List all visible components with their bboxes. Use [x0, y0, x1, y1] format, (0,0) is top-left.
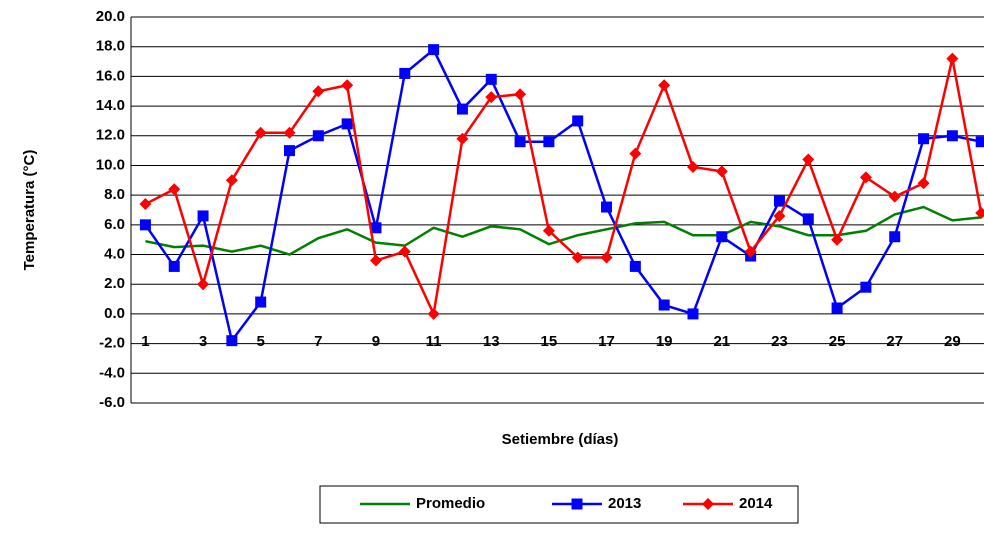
x-tick-label: 1 — [141, 333, 149, 350]
legend-marker — [571, 498, 583, 510]
x-axis-title: Setiembre (días) — [502, 431, 619, 448]
x-tick-label: 11 — [426, 333, 442, 350]
y-tick-label: 4.0 — [104, 246, 125, 263]
marker — [946, 130, 958, 142]
marker — [715, 165, 728, 178]
marker — [658, 79, 671, 92]
y-tick-label: -6.0 — [99, 394, 125, 411]
y-tick-label: 12.0 — [96, 127, 125, 144]
marker — [399, 67, 411, 79]
y-axis-title: Temperatura (°C) — [21, 150, 38, 271]
y-tick-label: 18.0 — [96, 38, 125, 55]
marker — [859, 171, 872, 184]
marker — [917, 177, 930, 190]
marker — [398, 245, 411, 258]
marker — [802, 213, 814, 225]
marker — [456, 103, 468, 115]
y-tick-label: 6.0 — [104, 216, 125, 233]
marker — [139, 198, 152, 211]
x-tick-label: 21 — [713, 333, 730, 350]
x-tick-label: 13 — [483, 333, 500, 350]
x-tick-label: 23 — [771, 333, 788, 350]
marker — [918, 133, 930, 145]
marker — [428, 44, 440, 56]
marker — [888, 190, 901, 203]
y-tick-label: 20.0 — [96, 8, 125, 25]
marker — [341, 79, 354, 92]
marker — [427, 307, 440, 320]
marker — [485, 91, 498, 104]
x-tick-label: 9 — [372, 333, 380, 350]
x-tick-label: 19 — [656, 333, 673, 350]
marker — [542, 224, 555, 237]
y-tick-label: 2.0 — [104, 275, 125, 292]
marker — [543, 136, 555, 148]
y-tick-label: 8.0 — [104, 186, 125, 203]
marker — [197, 278, 210, 291]
y-tick-label: 16.0 — [96, 67, 125, 84]
marker — [687, 308, 699, 320]
x-tick-label: 17 — [598, 333, 615, 350]
y-tick-label: -4.0 — [99, 364, 125, 381]
marker — [168, 260, 180, 272]
x-tick-label: 7 — [314, 333, 322, 350]
y-tick-label: 0.0 — [104, 305, 125, 322]
marker — [686, 160, 699, 173]
x-tick-label: 15 — [541, 333, 558, 350]
marker — [773, 209, 786, 222]
legend-marker — [702, 498, 714, 510]
marker — [283, 126, 296, 139]
marker — [572, 115, 584, 127]
legend-label: 2013 — [608, 495, 641, 512]
marker — [197, 210, 209, 222]
marker — [773, 195, 785, 207]
marker — [860, 281, 872, 293]
y-tick-label: -2.0 — [99, 335, 125, 352]
x-tick-label: 3 — [199, 333, 207, 350]
marker — [514, 88, 527, 101]
marker — [370, 222, 382, 234]
marker — [254, 126, 267, 139]
marker — [831, 233, 844, 246]
series-line — [144, 58, 983, 319]
marker — [139, 219, 151, 231]
marker — [831, 302, 843, 314]
marker — [225, 174, 238, 187]
marker — [802, 153, 815, 166]
marker — [226, 335, 238, 347]
marker — [341, 118, 353, 130]
marker — [889, 231, 901, 243]
legend-label: 2014 — [739, 495, 773, 512]
marker — [312, 130, 324, 142]
marker — [975, 206, 984, 219]
marker — [255, 296, 267, 308]
x-tick-label: 5 — [257, 333, 265, 350]
series-line — [145, 205, 982, 256]
marker — [975, 136, 984, 148]
marker — [369, 254, 382, 267]
marker — [456, 132, 469, 145]
marker — [716, 231, 728, 243]
marker — [601, 201, 613, 213]
marker — [629, 260, 641, 272]
legend-label: Promedio — [416, 495, 485, 512]
marker — [312, 85, 325, 98]
y-tick-label: 14.0 — [96, 97, 125, 114]
marker — [946, 52, 959, 65]
marker — [600, 251, 613, 264]
marker — [744, 245, 757, 258]
marker — [629, 147, 642, 160]
y-tick-label: 10.0 — [96, 156, 125, 173]
x-tick-label: 29 — [944, 333, 961, 350]
marker — [514, 136, 526, 148]
marker — [485, 73, 497, 85]
marker — [284, 145, 296, 157]
marker — [571, 251, 584, 264]
x-tick-label: 25 — [829, 333, 846, 350]
x-tick-label: 27 — [886, 333, 903, 350]
marker — [658, 299, 670, 311]
marker — [168, 183, 181, 196]
